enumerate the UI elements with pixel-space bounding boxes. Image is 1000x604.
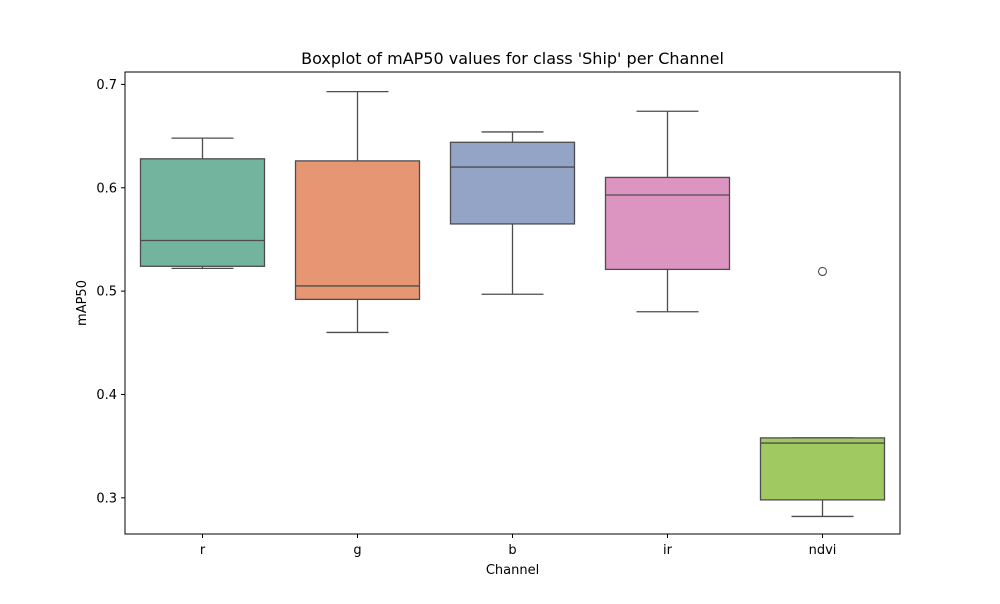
iqr-box: [139, 158, 266, 267]
iqr-box: [759, 437, 886, 501]
x-tick-label: ndvi: [809, 543, 837, 558]
chart-title: Boxplot of mAP50 values for class 'Ship'…: [301, 49, 724, 68]
y-tick-label: 0.7: [96, 78, 117, 93]
box-b: [449, 131, 576, 295]
iqr-box: [294, 160, 421, 301]
y-tick-label: 0.5: [96, 285, 117, 300]
iqr-box: [604, 176, 731, 271]
box-ir: [604, 110, 731, 313]
x-tick-label: ir: [663, 543, 673, 558]
x-axis: r g b ir ndvi: [200, 534, 837, 558]
y-axis: 0.3 0.4 0.5 0.6 0.7: [96, 78, 125, 506]
y-tick-label: 0.3: [96, 491, 117, 506]
x-axis-label: Channel: [486, 563, 539, 578]
x-tick-label: r: [200, 543, 206, 558]
y-axis-label: mAP50: [75, 280, 90, 326]
box-ndvi: [759, 266, 886, 518]
iqr-box: [449, 141, 576, 225]
y-tick-label: 0.4: [96, 388, 117, 403]
box-r: [139, 137, 266, 270]
y-tick-label: 0.6: [96, 181, 117, 196]
x-tick-label: b: [508, 543, 516, 558]
outlier-point: [817, 266, 828, 277]
box-g: [294, 90, 421, 334]
plot-area: [139, 90, 886, 518]
x-tick-label: g: [353, 543, 361, 558]
